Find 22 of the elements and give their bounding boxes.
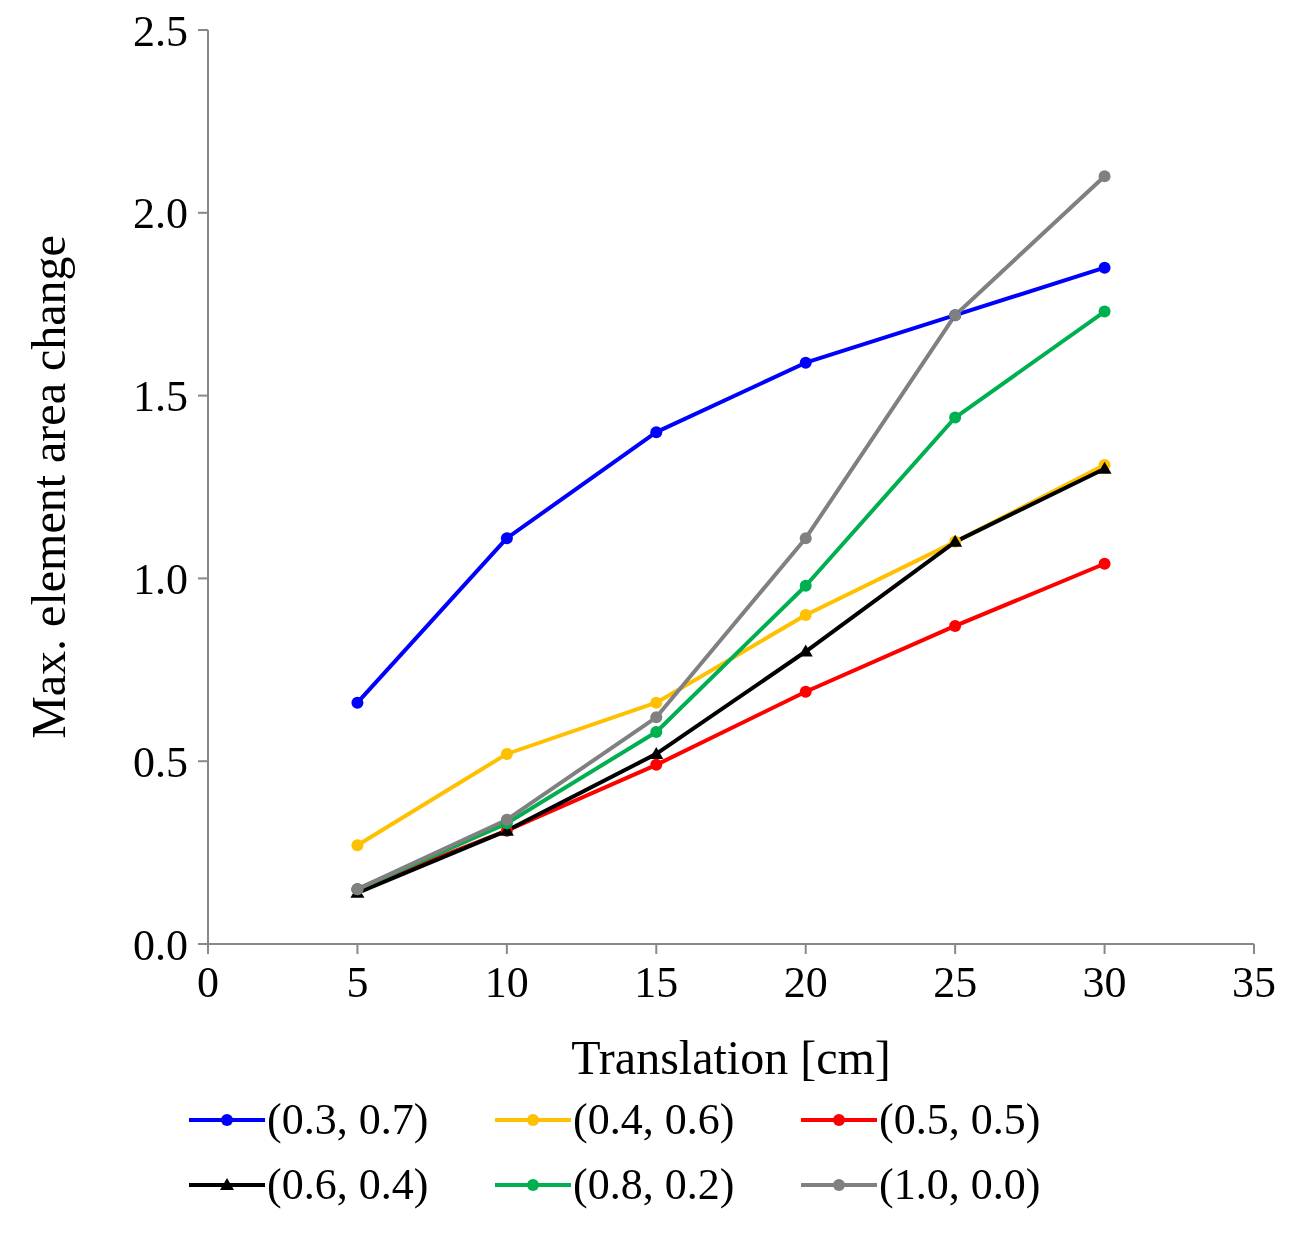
x-axis-title: Translation [cm] — [571, 1031, 891, 1084]
y-tick-label: 2.0 — [133, 189, 188, 239]
y-tick-label: 2.5 — [133, 6, 188, 56]
x-tick-label: 0 — [197, 958, 219, 1008]
legend-label: (0.8, 0.2) — [573, 1159, 735, 1210]
legend-label: (0.5, 0.5) — [879, 1094, 1041, 1145]
y-tick-label: 1.5 — [133, 372, 188, 422]
y-tick-label: 0.5 — [133, 737, 188, 787]
legend-label: (0.3, 0.7) — [267, 1094, 429, 1145]
x-tick-label: 15 — [634, 958, 679, 1008]
y-tick-label: 1.0 — [133, 555, 188, 605]
x-tick-label: 25 — [933, 958, 978, 1008]
x-tick-label: 20 — [783, 958, 828, 1008]
y-tick-label: 0.0 — [133, 920, 188, 970]
legend-label: (0.6, 0.4) — [267, 1159, 429, 1210]
x-tick-label: 5 — [346, 958, 369, 1008]
x-tick-label: 35 — [1232, 958, 1276, 1008]
x-tick-label: 30 — [1082, 958, 1127, 1008]
legend-label: (0.4, 0.6) — [573, 1094, 735, 1145]
x-tick-label: 10 — [484, 958, 529, 1008]
y-axis-title: Max. element area change — [22, 235, 76, 739]
legend-label: (1.0, 0.0) — [879, 1159, 1041, 1210]
